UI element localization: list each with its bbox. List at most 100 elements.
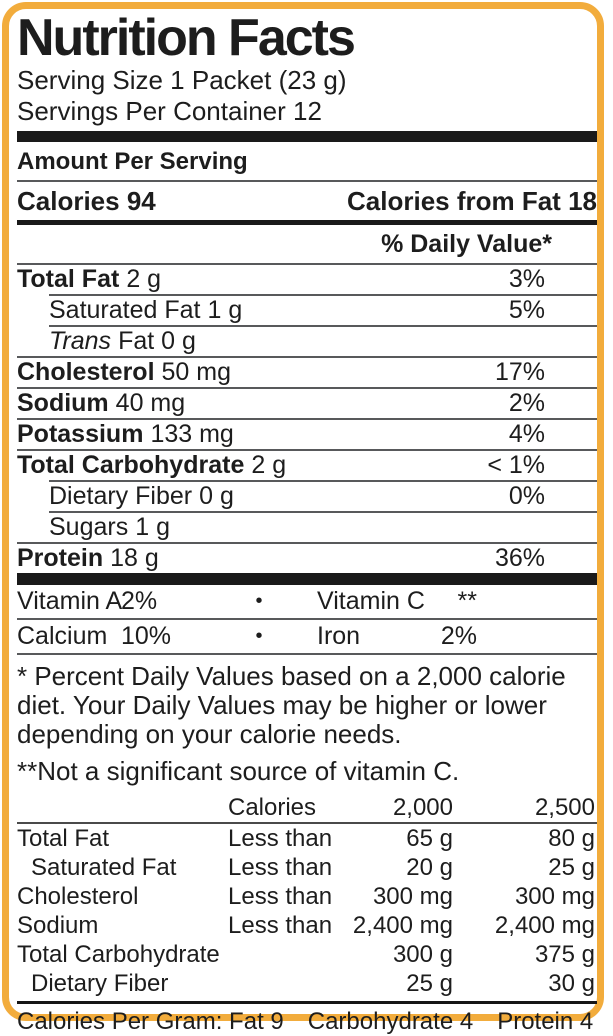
reference-cell: Less than [228, 824, 333, 852]
reference-cell: Total Carbohydrate [17, 940, 220, 968]
nutrient-name: Total Carbohydrate [17, 451, 245, 479]
nutrient-name: Protein [17, 544, 104, 572]
vitamin-row: Calcium 10% • Iron 2% [17, 620, 597, 655]
calories-per-gram-item: Protein 4 [497, 1008, 594, 1035]
reference-cell: Less than [228, 882, 333, 910]
reference-table-row: Sodium Less than 2,400 mg 2,400 mg [17, 911, 597, 940]
nutrient-amount: 1 g [135, 513, 170, 541]
nutrient-daily-value: 17% [494, 358, 545, 386]
nutrient-row: Saturated Fat 1 g 5% [49, 294, 597, 325]
nutrient-row: Trans Fat 0 g [49, 325, 597, 356]
nutrient-row: Sodium 40 mg 2% [17, 387, 597, 418]
nutrient-amount: 0 g [199, 482, 234, 510]
reference-header-cell: 2,000 [392, 793, 453, 821]
reference-cell: 2,400 mg [352, 911, 453, 939]
nutrient-daily-value: 0% [508, 482, 545, 510]
footnote-daily-values: * Percent Daily Values based on a 2,000 … [17, 661, 566, 749]
calories-value: Calories 94 [17, 186, 156, 216]
nutrient-amount: 1 g [207, 296, 243, 324]
reference-cell: 20 g [406, 853, 453, 881]
servings-per-container: Servings Per Container 12 [17, 96, 322, 126]
reference-cell: 30 g [548, 969, 595, 997]
calories-per-gram-row: Calories Per Gram: Fat 9 Carbohydrate 4 P… [17, 1004, 597, 1036]
reference-cell: Cholesterol [17, 882, 139, 910]
vitamin-left-name: Calcium [17, 622, 108, 650]
reference-header-cell: Calories [228, 793, 317, 821]
reference-header-cell: 2,500 [534, 793, 595, 821]
bullet-separator-icon: • [255, 590, 263, 612]
nutrient-amount: 2 g [251, 451, 287, 479]
footnote-vitamin-c: **Not a significant source of vitamin C. [17, 756, 460, 786]
reference-table-row: Dietary Fiber 25 g 30 g [17, 969, 597, 998]
reference-cell: Saturated Fat [31, 853, 177, 881]
nutrient-daily-value: 5% [508, 296, 545, 324]
nutrient-name: Saturated Fat [49, 296, 201, 324]
nutrient-daily-value: 4% [508, 420, 545, 448]
bullet-separator-icon: • [255, 625, 263, 647]
serving-size: Serving Size 1 Packet (23 g) [17, 65, 347, 95]
nutrient-row: Dietary Fiber 0 g 0% [49, 480, 597, 511]
separator-medium-bar [17, 220, 597, 225]
reference-cell: 300 g [392, 940, 453, 968]
separator-thick-bar-protein [17, 573, 597, 585]
nutrient-amount: 40 mg [115, 389, 186, 417]
reference-table-row: Cholesterol Less than 300 mg 300 mg [17, 882, 597, 911]
nutrient-name: Cholesterol [17, 358, 155, 386]
reference-table-header: Calories 2,000 2,500 [17, 793, 597, 824]
vitamin-rows: Vitamin A 2% • Vitamin C ** Calcium 10% • Iron 2% [17, 585, 597, 655]
nutrient-name: Sodium [17, 389, 109, 417]
label-title: Nutrition Facts [17, 9, 356, 67]
nutrient-rows: Total Fat 2 g 3% Saturated Fat 1 g 5% Trans Fat… [17, 263, 597, 573]
daily-value-header: % Daily Value* [381, 230, 552, 258]
nutrient-amount: 2 g [126, 265, 162, 293]
reference-table-row: Total Fat Less than 65 g 80 g [17, 824, 597, 853]
nutrient-name: Dietary Fiber [49, 482, 193, 510]
vitamin-row: Vitamin A 2% • Vitamin C ** [17, 585, 597, 620]
nutrient-daily-value: 2% [508, 389, 545, 417]
amount-per-serving-heading: Amount Per Serving [17, 148, 248, 175]
nutrient-name: Potassium [17, 420, 144, 448]
reference-cell: Less than [228, 853, 333, 881]
calories-from-fat-value: Calories from Fat 18 [347, 186, 597, 216]
nutrient-row: Potassium 133 mg 4% [17, 418, 597, 449]
vitamin-right-pair: Iron 2% [317, 622, 477, 651]
nutrient-row: Total Carbohydrate 2 g < 1% [17, 449, 597, 480]
nutrient-amount: 18 g [110, 544, 159, 572]
calories-per-gram-prefix: Calories Per Gram: Fat 9 [17, 1008, 284, 1035]
nutrient-daily-value: 36% [494, 544, 545, 572]
reference-table-row: Saturated Fat Less than 20 g 25 g [17, 853, 597, 882]
nutrient-row: Cholesterol 50 mg 17% [17, 356, 597, 387]
nutrient-amount: Fat 0 g [118, 327, 196, 355]
reference-table: Calories 2,000 2,500 Total Fat Less than 65 g… [17, 793, 597, 998]
reference-cell: 80 g [548, 824, 595, 852]
reference-cell: 65 g [406, 824, 453, 852]
nutrient-daily-value: 3% [508, 265, 545, 293]
nutrient-row: Total Fat 2 g 3% [17, 263, 597, 294]
reference-cell: 300 mg [372, 882, 453, 910]
vitamin-right-pair: Vitamin C ** [317, 587, 477, 616]
vitamin-right-name: Vitamin C [317, 587, 425, 615]
reference-cell: Less than [228, 911, 333, 939]
nutrient-name: Trans [49, 327, 112, 355]
nutrient-daily-value: < 1% [487, 451, 545, 479]
calories-per-gram-item: Carbohydrate 4 [307, 1008, 474, 1035]
vitamin-right-value: 2% [440, 622, 477, 650]
reference-cell: 2,400 mg [494, 911, 595, 939]
separator-calories-per-gram [17, 1001, 597, 1004]
vitamin-left-value: 2% [121, 587, 158, 615]
calories-row: Calories 94 Calories from Fat 18 [17, 180, 597, 220]
reference-table-row: Total Carbohydrate 300 g 375 g [17, 940, 597, 969]
reference-cell: 25 g [406, 969, 453, 997]
separator-thick-bar-top [17, 131, 597, 142]
vitamin-right-name: Iron [317, 622, 361, 650]
nutrient-name: Sugars [49, 513, 129, 541]
reference-cell: 300 mg [514, 882, 595, 910]
nutrient-row: Protein 18 g 36% [17, 542, 597, 573]
nutrient-name: Total Fat [17, 265, 120, 293]
reference-cell: 375 g [534, 940, 595, 968]
reference-cell: Dietary Fiber [31, 969, 169, 997]
reference-cell: 25 g [548, 853, 595, 881]
reference-cell: Sodium [17, 911, 99, 939]
nutrient-amount: 133 mg [150, 420, 234, 448]
